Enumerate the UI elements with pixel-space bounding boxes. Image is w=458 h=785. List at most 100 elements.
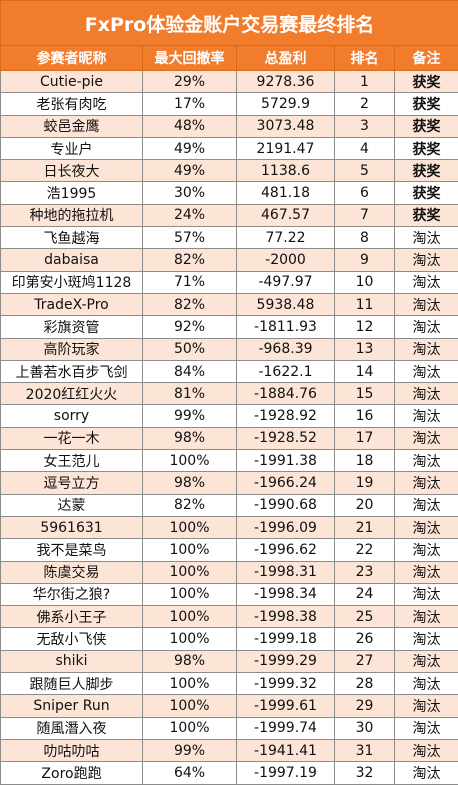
cell-note: 淘汰 — [395, 472, 458, 494]
cell-note: 淘汰 — [395, 539, 458, 561]
cell-nickname: shiki — [1, 650, 143, 672]
cell-total-profit: 3073.48 — [237, 115, 335, 137]
cell-max-drawdown: 98% — [143, 650, 237, 672]
cell-rank: 20 — [335, 494, 395, 516]
cell-note: 淘汰 — [395, 717, 458, 739]
cell-nickname: 华尔街之狼? — [1, 583, 143, 605]
cell-max-drawdown: 50% — [143, 338, 237, 360]
cell-note: 淘汰 — [395, 494, 458, 516]
cell-note: 获奖 — [395, 182, 458, 204]
cell-rank: 7 — [335, 204, 395, 226]
cell-max-drawdown: 24% — [143, 204, 237, 226]
cell-nickname: 飞鱼越海 — [1, 227, 143, 249]
cell-nickname: 女王范儿 — [1, 450, 143, 472]
cell-rank: 14 — [335, 360, 395, 382]
cell-total-profit: -1998.31 — [237, 561, 335, 583]
cell-note: 获奖 — [395, 93, 458, 115]
cell-max-drawdown: 49% — [143, 137, 237, 159]
cell-total-profit: 5938.48 — [237, 293, 335, 315]
cell-max-drawdown: 64% — [143, 762, 237, 784]
cell-total-profit: -1999.61 — [237, 695, 335, 717]
cell-nickname: 无敌小飞侠 — [1, 628, 143, 650]
cell-total-profit: 481.18 — [237, 182, 335, 204]
cell-max-drawdown: 100% — [143, 583, 237, 605]
cell-max-drawdown: 82% — [143, 249, 237, 271]
cell-max-drawdown: 100% — [143, 516, 237, 538]
cell-rank: 32 — [335, 762, 395, 784]
cell-rank: 24 — [335, 583, 395, 605]
header-total-profit: 总盈利 — [237, 46, 335, 71]
cell-max-drawdown: 29% — [143, 71, 237, 93]
cell-max-drawdown: 100% — [143, 539, 237, 561]
cell-nickname: Cutie-pie — [1, 71, 143, 93]
cell-total-profit: -1884.76 — [237, 383, 335, 405]
cell-total-profit: -1996.62 — [237, 539, 335, 561]
header-max-drawdown: 最大回撤率 — [143, 46, 237, 71]
cell-max-drawdown: 99% — [143, 405, 237, 427]
cell-nickname: 浩1995 — [1, 182, 143, 204]
cell-max-drawdown: 98% — [143, 427, 237, 449]
cell-nickname: 跟随巨人脚步 — [1, 673, 143, 695]
cell-total-profit: -1998.38 — [237, 606, 335, 628]
cell-total-profit: -1941.41 — [237, 739, 335, 761]
cell-max-drawdown: 84% — [143, 360, 237, 382]
cell-rank: 31 — [335, 739, 395, 761]
cell-rank: 29 — [335, 695, 395, 717]
cell-max-drawdown: 17% — [143, 93, 237, 115]
cell-total-profit: -1999.32 — [237, 673, 335, 695]
cell-nickname: 逗号立方 — [1, 472, 143, 494]
cell-note: 淘汰 — [395, 405, 458, 427]
cell-nickname: 种地的拖拉机 — [1, 204, 143, 226]
cell-note: 淘汰 — [395, 227, 458, 249]
cell-rank: 30 — [335, 717, 395, 739]
cell-total-profit: -1928.52 — [237, 427, 335, 449]
cell-note: 获奖 — [395, 115, 458, 137]
cell-max-drawdown: 100% — [143, 717, 237, 739]
cell-total-profit: -1997.19 — [237, 762, 335, 784]
cell-nickname: 彩旗资管 — [1, 316, 143, 338]
cell-rank: 15 — [335, 383, 395, 405]
cell-max-drawdown: 100% — [143, 628, 237, 650]
cell-note: 淘汰 — [395, 628, 458, 650]
cell-max-drawdown: 100% — [143, 561, 237, 583]
cell-nickname: Sniper Run — [1, 695, 143, 717]
cell-rank: 17 — [335, 427, 395, 449]
cell-max-drawdown: 100% — [143, 606, 237, 628]
cell-note: 淘汰 — [395, 249, 458, 271]
cell-nickname: 高阶玩家 — [1, 338, 143, 360]
cell-rank: 6 — [335, 182, 395, 204]
header-row: 参赛者昵称 最大回撤率 总盈利 排名 备注 — [1, 46, 458, 71]
table-title: FxPro体验金账户交易赛最终排名 — [1, 1, 458, 46]
cell-rank: 4 — [335, 137, 395, 159]
cell-nickname: 印第安小斑鸠1128 — [1, 271, 143, 293]
cell-nickname: 我不是菜鸟 — [1, 539, 143, 561]
cell-note: 淘汰 — [395, 695, 458, 717]
cell-nickname: 叻咕叻咕 — [1, 739, 143, 761]
cell-nickname: TradeX-Pro — [1, 293, 143, 315]
cell-rank: 1 — [335, 71, 395, 93]
cell-nickname: 老张有肉吃 — [1, 93, 143, 115]
cell-nickname: 达蒙 — [1, 494, 143, 516]
cell-total-profit: -1996.09 — [237, 516, 335, 538]
cell-note: 淘汰 — [395, 606, 458, 628]
cell-nickname: 陈虞交易 — [1, 561, 143, 583]
cell-note: 淘汰 — [395, 338, 458, 360]
cell-nickname: 上善若水百步飞剑 — [1, 360, 143, 382]
cell-note: 淘汰 — [395, 383, 458, 405]
